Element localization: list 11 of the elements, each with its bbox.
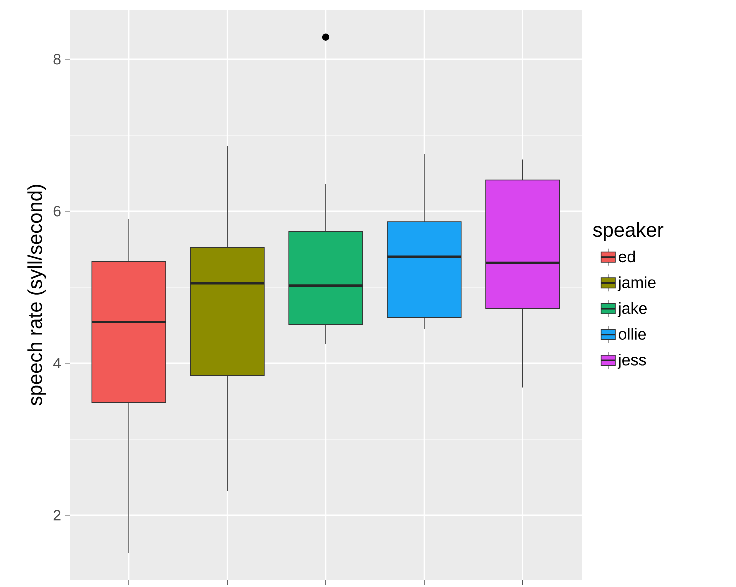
legend-label: ed (618, 250, 636, 263)
y-tick-label: 4 (53, 358, 62, 369)
y-tick-label: 6 (54, 206, 61, 217)
y-axis-title: speech rate (syll/second) (28, 185, 46, 406)
legend-label: jess (618, 354, 646, 369)
y-tick-label: 8 (54, 54, 61, 65)
legend-label: jake (618, 302, 647, 318)
legend-label: jamie (618, 276, 656, 292)
legend-title: speaker (593, 222, 664, 242)
legend-label: ollie (618, 328, 646, 340)
y-tick-label: 2 (54, 510, 61, 521)
